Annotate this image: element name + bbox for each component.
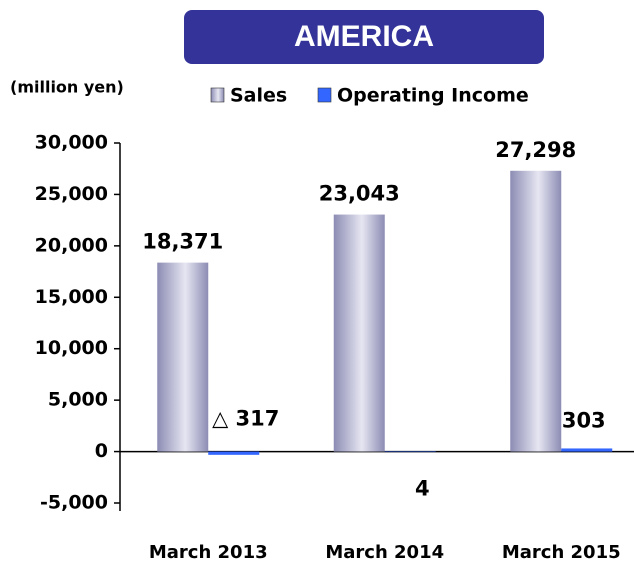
- value-label: 4: [415, 477, 430, 501]
- bar: [561, 448, 613, 452]
- y-tick-label: 5,000: [48, 389, 108, 411]
- x-tick-label: March 2014: [325, 542, 444, 563]
- y-tick-label: 20,000: [35, 234, 108, 256]
- bar: [384, 451, 436, 453]
- y-tick-label: 25,000: [35, 183, 108, 205]
- y-tick-label: 15,000: [35, 286, 108, 308]
- value-label: 23,043: [319, 182, 400, 206]
- bar: [208, 451, 260, 455]
- legend-swatch: [210, 87, 225, 103]
- bar: [157, 262, 209, 452]
- value-label: 27,298: [495, 138, 576, 162]
- legend-label: Operating Income: [337, 85, 529, 107]
- chart-title: AMERICA: [294, 20, 434, 53]
- title-box: [184, 10, 544, 64]
- legend-swatch: [317, 87, 332, 103]
- value-label: △ 317: [212, 407, 279, 431]
- y-tick-label: 0: [95, 440, 108, 462]
- y-tick-label: 30,000: [35, 132, 108, 154]
- y-tick-label: -5,000: [40, 492, 108, 514]
- value-label: 303: [562, 408, 606, 432]
- bar: [333, 214, 385, 452]
- unit-label: (million yen): [10, 78, 124, 97]
- y-tick-label: 10,000: [35, 337, 108, 359]
- bar: [510, 170, 562, 452]
- x-tick-label: March 2013: [149, 542, 268, 563]
- value-label: 18,371: [142, 230, 223, 254]
- x-tick-label: March 2015: [502, 542, 621, 563]
- legend-label: Sales: [230, 85, 287, 107]
